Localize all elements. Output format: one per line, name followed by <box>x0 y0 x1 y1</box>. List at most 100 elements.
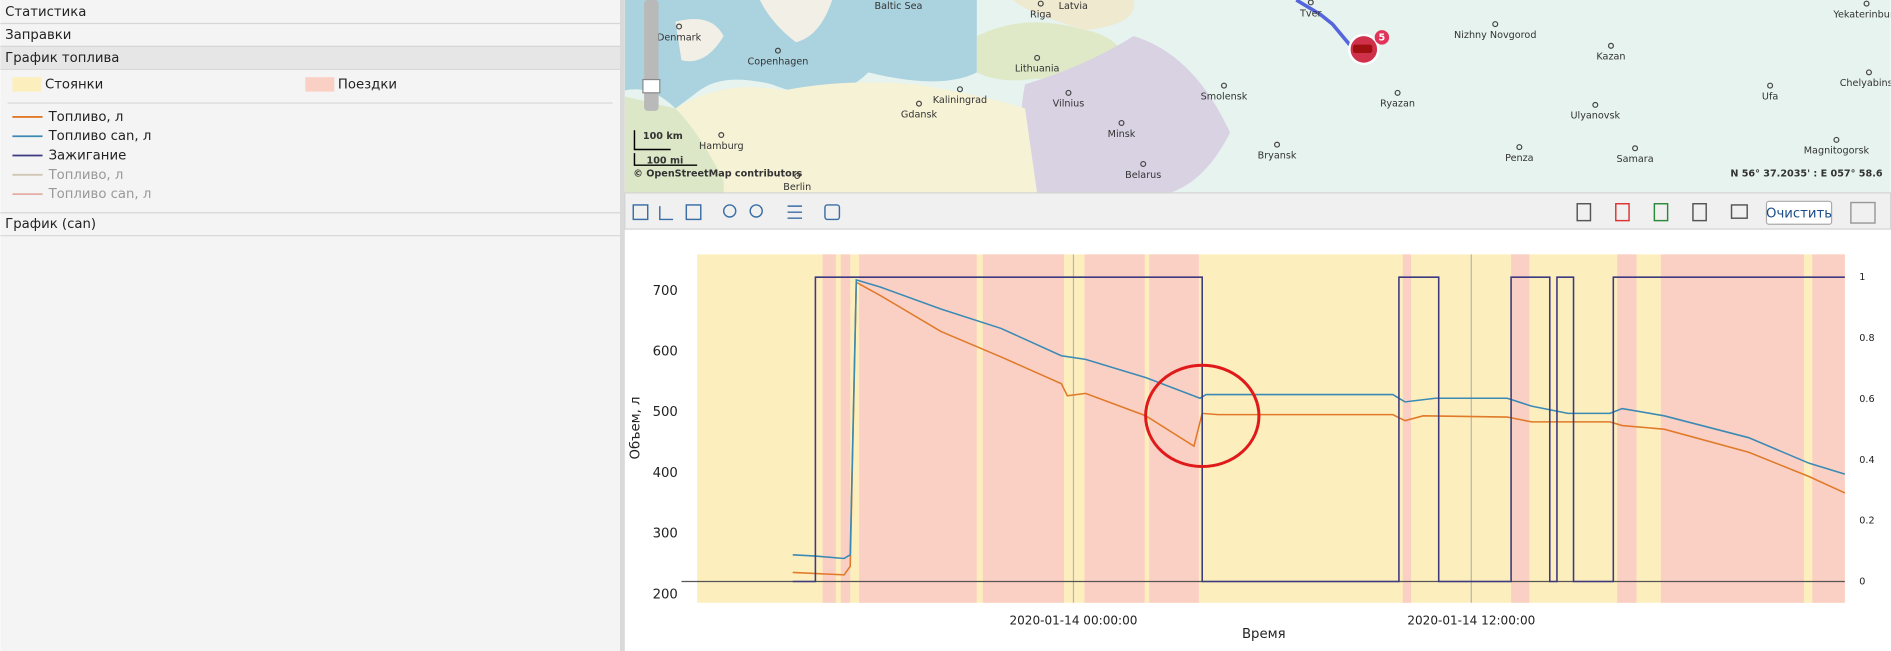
city-dot <box>1492 21 1499 28</box>
city-dot <box>676 23 683 30</box>
map-label: Chelyabinsk <box>1840 78 1891 89</box>
city-dot <box>1065 89 1072 96</box>
city-dot <box>1307 0 1314 6</box>
sidebar <box>0 0 621 651</box>
tool-snapshot[interactable] <box>824 204 841 221</box>
y-tick-label: 700 <box>653 284 678 299</box>
map-label: Ryazan <box>1380 99 1415 110</box>
city-dot <box>1607 42 1614 49</box>
legend-swatch <box>305 77 335 92</box>
y-tick-label: 500 <box>653 405 678 420</box>
series-line <box>792 278 1846 560</box>
series-line <box>792 280 1846 576</box>
trip-period <box>1812 254 1845 603</box>
city-dot <box>1865 69 1872 76</box>
tool-report[interactable] <box>1576 203 1592 222</box>
city-dot <box>1767 82 1774 89</box>
y2-tick-label: 0 <box>1859 576 1865 587</box>
trip-period <box>982 254 1065 603</box>
highlight-circle <box>1144 363 1261 469</box>
map-label: Samara <box>1617 154 1654 165</box>
map-attribution[interactable]: © OpenStreetMap contributors <box>633 169 802 180</box>
map-label: Gdansk <box>901 110 938 121</box>
map-label: Copenhagen <box>747 56 808 67</box>
y2-tick-label: 0.4 <box>1859 455 1874 466</box>
marker-count: 5 <box>1379 32 1386 43</box>
map-label: Tver <box>1299 8 1321 19</box>
y2-tick-label: 0.2 <box>1859 516 1874 527</box>
tool-pdf[interactable] <box>1615 203 1630 222</box>
city-dot <box>1118 119 1125 126</box>
x-tick-label: 2020-01-14 12:00:00 <box>1407 613 1535 627</box>
tool-fit[interactable] <box>685 204 702 221</box>
map-label: Vilnius <box>1053 99 1085 110</box>
section-statistics[interactable]: Статистика <box>5 5 86 20</box>
map-scale-mi: 100 mi <box>647 155 684 166</box>
y-tick-label: 400 <box>653 466 678 481</box>
clear-button-label[interactable]: Очистить <box>1766 206 1832 221</box>
active-section-bg <box>0 45 621 69</box>
city-dot <box>1833 136 1840 143</box>
city-dot <box>1592 101 1599 108</box>
map-label: Ufa <box>1762 91 1778 102</box>
city-dot <box>1274 141 1281 148</box>
tool-zoom-in[interactable] <box>722 204 737 218</box>
city-dot <box>794 172 801 180</box>
city-dot <box>1632 145 1639 152</box>
map-label: Kazan <box>1596 52 1625 63</box>
map-label: Magnitogorsk <box>1804 146 1870 157</box>
tool-map[interactable] <box>1850 201 1876 224</box>
trip-period <box>1660 254 1804 603</box>
splitter[interactable] <box>620 0 625 651</box>
city-dot <box>1394 89 1401 96</box>
legend-label: Топливо, л <box>48 110 124 125</box>
map-label: Baltic Sea <box>875 1 923 12</box>
tool-select[interactable] <box>632 204 649 221</box>
tool-export[interactable] <box>1692 203 1707 222</box>
map-label: Kaliningrad <box>933 95 987 106</box>
map-label: Smolensk <box>1201 91 1248 102</box>
tool-zoom-x[interactable] <box>659 206 674 221</box>
map-label: Riga <box>1030 9 1051 20</box>
legend-label: Зажигание <box>49 149 127 164</box>
trip-period <box>1402 254 1412 603</box>
tool-print[interactable] <box>1730 204 1748 219</box>
map[interactable]: Baltic Sea Latvia Riga Denmark Copenhagen Lit… <box>624 0 1891 193</box>
map-label: Yekaterinburg <box>1832 9 1891 20</box>
trip-period <box>1149 254 1199 603</box>
map-label: Nizhny Novgorod <box>1454 30 1536 41</box>
clear-button[interactable] <box>1765 200 1833 225</box>
section-refuels[interactable]: Заправки <box>5 28 71 43</box>
y-tick-label: 300 <box>653 527 678 542</box>
city-dot <box>915 100 922 107</box>
map-label: Hamburg <box>699 141 744 152</box>
section-fuel-chart[interactable]: График топлива <box>5 51 119 66</box>
trip-period <box>840 254 851 603</box>
map-label: Lithuania <box>1015 64 1060 75</box>
y-tick-label: 600 <box>653 344 678 359</box>
city-dot <box>1220 82 1227 89</box>
city-dot <box>1863 0 1870 7</box>
section-can-chart[interactable]: График (can) <box>5 217 96 232</box>
y-axis-label: Объем, л <box>628 396 644 459</box>
y-tick-label: 200 <box>653 587 678 602</box>
map-scale-km: 100 km <box>643 131 683 142</box>
legend-swatch <box>12 77 42 92</box>
legend-label: Топливо, л <box>48 168 124 183</box>
legend-label: Стоянки <box>45 77 103 92</box>
tool-zoom-out[interactable] <box>749 204 763 218</box>
trip-period <box>822 254 836 603</box>
city-dot <box>1034 54 1041 61</box>
map-label: Belarus <box>1125 170 1161 181</box>
y2-tick-label: 1 <box>1859 272 1865 283</box>
city-dot <box>956 86 963 93</box>
city-dot <box>1037 0 1044 7</box>
x-axis-label: Время <box>1242 627 1286 642</box>
map-label: Penza <box>1505 153 1534 164</box>
city-dot <box>774 47 781 54</box>
tool-excel[interactable] <box>1653 203 1669 222</box>
map-label: Denmark <box>657 32 702 43</box>
tool-list[interactable] <box>787 205 803 219</box>
city-dot <box>1140 160 1147 167</box>
map-coordinates: N 56° 37.2035' : E 057° 58.6 <box>1730 169 1883 180</box>
